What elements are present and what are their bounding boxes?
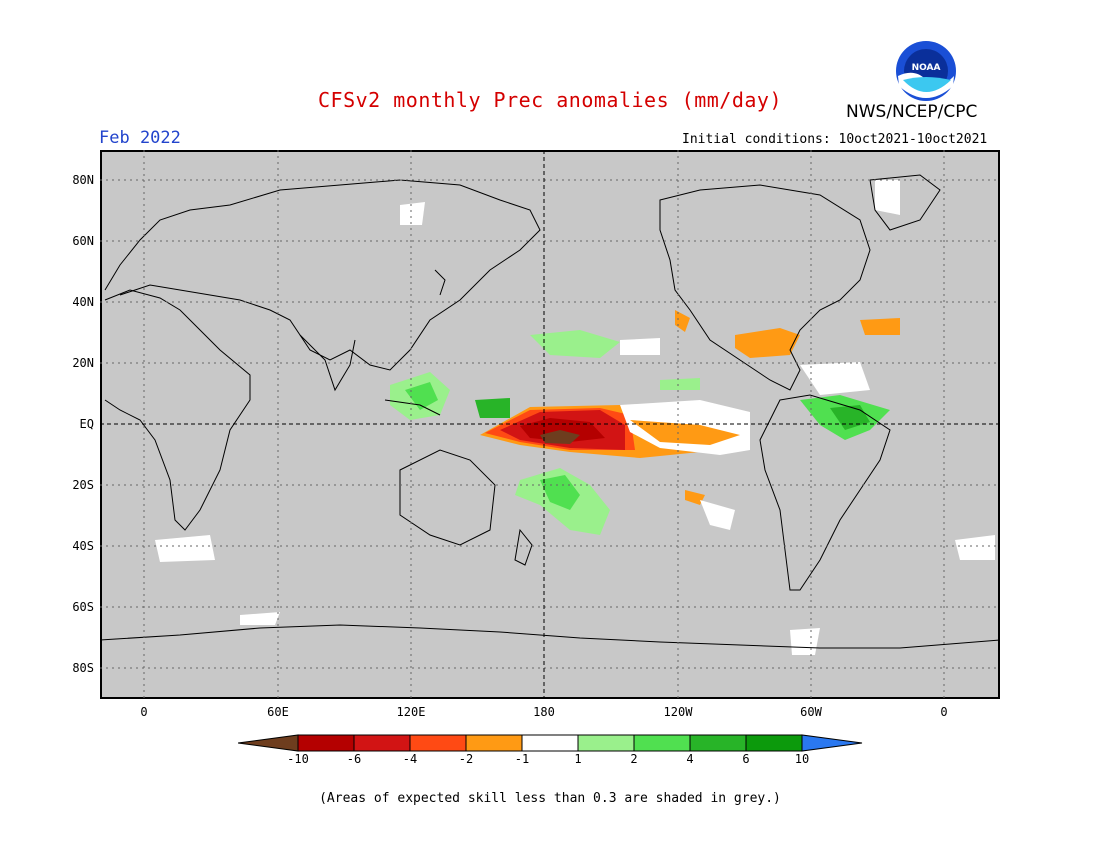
initial-conditions: Initial conditions: 10oct2021-10oct2021 bbox=[682, 132, 988, 147]
lon-label-0-east: 0 bbox=[940, 705, 948, 719]
colorbar-segment bbox=[409, 734, 467, 752]
lon-label-60w: 60W bbox=[800, 705, 822, 719]
agency-label: NWS/NCEP/CPC bbox=[846, 102, 978, 122]
legend-note: (Areas of expected skill less than 0.3 a… bbox=[319, 791, 781, 806]
svg-text:NOAA: NOAA bbox=[912, 63, 941, 73]
month-label: Feb 2022 bbox=[99, 128, 181, 148]
coastlines bbox=[100, 174, 1000, 649]
lat-label-60s: 60S bbox=[72, 600, 94, 614]
lat-label-40n: 40N bbox=[72, 295, 94, 309]
colorbar-tick-label: 6 bbox=[742, 752, 750, 766]
lon-label-60e: 60E bbox=[267, 705, 289, 719]
colorbar-segment bbox=[633, 734, 691, 752]
lat-label-20s: 20S bbox=[72, 478, 94, 492]
colorbar-segment bbox=[521, 734, 579, 752]
colorbar-segment bbox=[577, 734, 635, 752]
lat-label-80n: 80N bbox=[72, 173, 94, 187]
colorbar-tick-label: -6 bbox=[346, 752, 362, 766]
lon-label-120w: 120W bbox=[663, 705, 693, 719]
lon-label-180: 180 bbox=[533, 705, 555, 719]
lat-label-eq: EQ bbox=[79, 417, 94, 431]
colorbar-tick-label: 2 bbox=[630, 752, 638, 766]
lon-label-120e: 120E bbox=[396, 705, 426, 719]
lat-label-20n: 20N bbox=[72, 356, 94, 370]
colorbar-tick-label: -1 bbox=[514, 752, 530, 766]
colorbar-tick-label: -4 bbox=[402, 752, 418, 766]
colorbar-tick-label: 4 bbox=[686, 752, 694, 766]
anomaly-patches bbox=[155, 180, 995, 655]
colorbar-segment bbox=[745, 734, 803, 752]
colorbar-segment bbox=[238, 734, 299, 752]
colorbar-tick-label: -2 bbox=[458, 752, 474, 766]
colorbar-tick-label: -10 bbox=[287, 752, 309, 766]
equator-dateline bbox=[100, 150, 1000, 699]
grid-lines bbox=[100, 150, 1000, 699]
colorbar-tick-label: 10 bbox=[794, 752, 810, 766]
chart-title: CFSv2 monthly Prec anomalies (mm/day) bbox=[317, 88, 783, 112]
colorbar bbox=[238, 734, 863, 752]
noaa-logo-icon: NOAA bbox=[896, 41, 956, 101]
colorbar-segment bbox=[465, 734, 523, 752]
lat-label-40s: 40S bbox=[72, 539, 94, 553]
colorbar-segment bbox=[801, 734, 863, 752]
lon-label-0-west: 0 bbox=[140, 705, 148, 719]
precip-anomaly-map bbox=[100, 150, 1000, 699]
lat-label-80s: 80S bbox=[72, 661, 94, 675]
colorbar-segment bbox=[689, 734, 747, 752]
colorbar-segment bbox=[297, 734, 355, 752]
lat-label-60n: 60N bbox=[72, 234, 94, 248]
colorbar-segment bbox=[353, 734, 411, 752]
colorbar-tick-label: 1 bbox=[574, 752, 582, 766]
